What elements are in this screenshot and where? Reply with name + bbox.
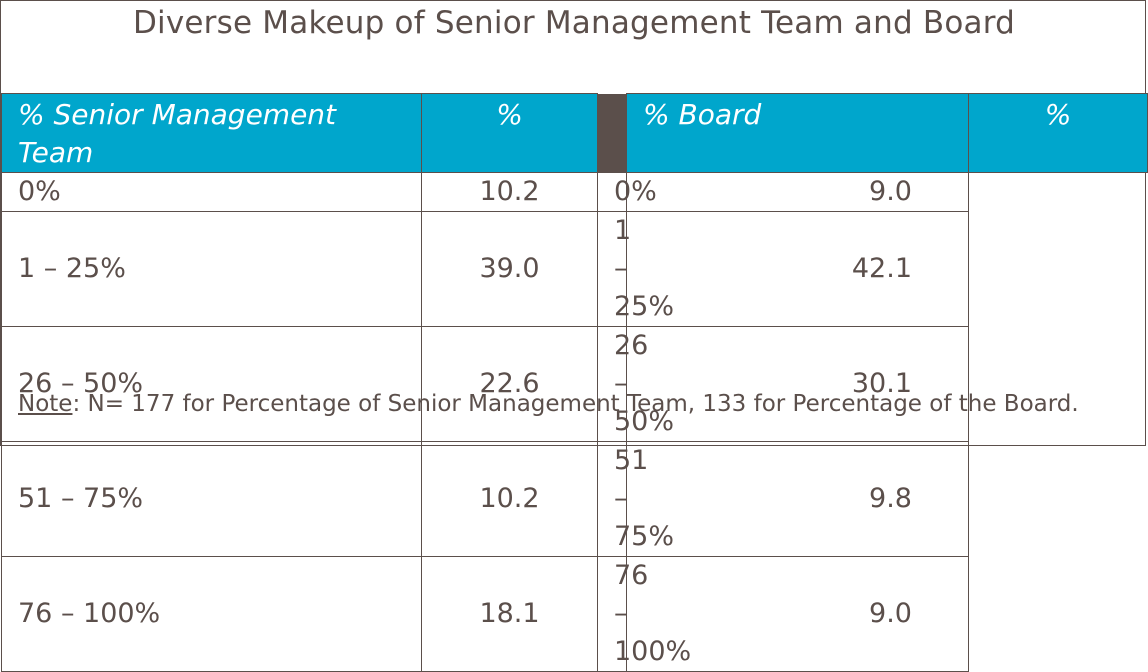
board-value-cell: 9.8 [626,441,969,557]
page-title: Diverse Makeup of Senior Management Team… [132,5,1015,41]
note-text: : N= 177 for Percentage of Senior Manage… [72,391,1079,417]
board-range-cell: 1 – 25% [597,211,674,327]
sm-value-cell: 10.2 [421,172,598,212]
sm-range-cell: 51 – 75% [1,441,422,557]
table-row: 0% 10.2 0% 9.0 [1,172,1148,212]
column-separator [597,93,627,173]
header-board: % Board [626,93,969,173]
sm-value-cell: 10.2 [421,441,598,557]
table-row: 1 – 25% 39.0 1 – 25% 42.1 [1,211,1148,327]
board-value-cell: 30.1 [626,326,969,442]
board-range-cell: 76 – 100% [597,556,691,672]
sm-range-cell: 26 – 50% [1,326,422,442]
diversity-table: % Senior Management Team % % Board % 0% … [1,93,1148,672]
table-row: 51 – 75% 10.2 51 – 75% 9.8 [1,441,1148,557]
board-range-cell: 51 – 75% [597,441,674,557]
header-senior-management: % Senior Management Team [1,93,422,173]
header-board-percent: % [968,93,1148,173]
table-note: Note: N= 177 for Percentage of Senior Ma… [18,389,1133,419]
board-value-cell: 9.0 [626,556,969,672]
header-senior-management-percent: % [421,93,598,173]
board-value-cell: 9.0 [626,172,969,212]
sm-range-cell: 76 – 100% [1,556,422,672]
sm-range-cell: 0% [1,172,422,212]
sm-value-cell: 39.0 [421,211,598,327]
table-row: 76 – 100% 18.1 76 – 100% 9.0 [1,556,1148,672]
board-value-cell: 42.1 [626,211,969,327]
header-row: % Senior Management Team % % Board % [1,93,1148,173]
board-range-cell: 26 – 50% [597,326,674,442]
note-label: Note [18,391,73,417]
board-range-cell: 0% [597,172,657,212]
sm-value-cell: 22.6 [421,326,598,442]
sm-value-cell: 18.1 [421,556,598,672]
table-row: 26 – 50% 22.6 26 – 50% 30.1 [1,326,1148,442]
sm-range-cell: 1 – 25% [1,211,422,327]
